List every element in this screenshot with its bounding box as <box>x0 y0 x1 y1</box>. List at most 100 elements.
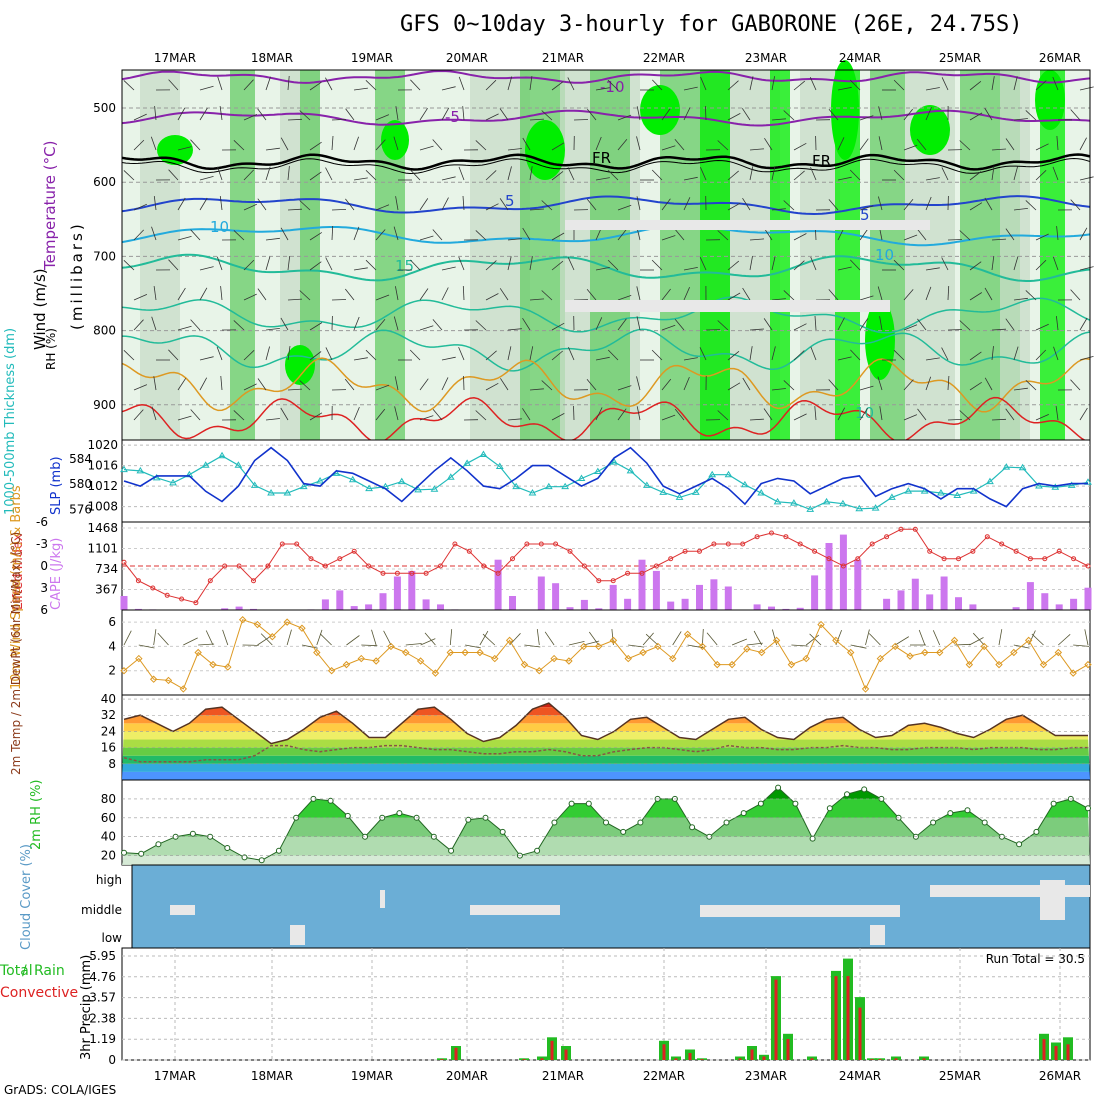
wind-point <box>505 636 514 645</box>
wind-barb <box>441 86 456 91</box>
rh-point <box>155 841 162 848</box>
wind-barb <box>1025 110 1037 121</box>
precip-tick: 3.57 <box>89 991 116 1005</box>
date-label-top: 24MAR <box>839 51 881 65</box>
wind-barb <box>485 350 497 361</box>
wind-barb <box>529 208 545 211</box>
li-point <box>581 563 587 569</box>
rh-point <box>275 847 282 854</box>
wind-barb <box>219 196 223 211</box>
wind-barb <box>331 135 334 151</box>
rh-point <box>327 797 334 804</box>
wind-barb <box>393 136 399 151</box>
wind-barb <box>903 324 918 331</box>
temp-contour <box>121 253 1091 282</box>
wind-barb <box>265 328 280 331</box>
wind-barb <box>432 139 443 151</box>
wind-barb <box>1013 297 1028 301</box>
thickness-tick: 584 <box>69 452 92 466</box>
wind-barb <box>150 136 157 151</box>
cloud-gap <box>1040 880 1065 920</box>
wind-barb <box>153 286 157 301</box>
thickness-point <box>414 485 422 493</box>
wind-barb <box>959 410 971 421</box>
li-point <box>251 578 256 584</box>
thickness-point <box>773 497 782 505</box>
precip-conv-bar <box>1054 1046 1058 1060</box>
temp-axis-label: 2m Temp / 2m DewPt (6hr Min/Max) (°C) <box>9 532 23 775</box>
rh-point <box>775 784 782 791</box>
wind-barb <box>859 318 869 331</box>
wind-barb-10m <box>731 638 748 646</box>
wind-barb <box>265 166 271 181</box>
wind-barb <box>1052 76 1059 91</box>
cape-bar <box>1041 593 1049 610</box>
wind-barb <box>365 80 377 91</box>
wind-tick: 4 <box>108 639 116 653</box>
temp-tick: 32 <box>101 708 116 722</box>
wind-point <box>817 620 825 629</box>
wind-barb <box>749 148 764 151</box>
wind-barb <box>917 408 927 421</box>
wind-point <box>253 620 262 629</box>
li-point <box>466 548 472 554</box>
date-label-bottom: 25MAR <box>939 1069 981 1083</box>
cape-bar <box>883 598 891 610</box>
temp-contour <box>121 224 1091 247</box>
cape-bar <box>235 606 243 610</box>
wind-point <box>965 660 974 669</box>
wind-barb <box>636 106 641 121</box>
wind-barb <box>683 267 698 271</box>
wind-barb <box>462 106 465 121</box>
wind-barb <box>190 139 201 151</box>
wind-barb <box>485 203 499 211</box>
wind-barb <box>375 229 386 241</box>
wind-barb <box>741 108 751 121</box>
wind-barb <box>959 230 971 241</box>
wind-point <box>135 654 143 663</box>
wind-barb <box>375 114 390 121</box>
wind-barb <box>717 410 729 421</box>
wind-barb <box>151 316 157 331</box>
precip-tick: 5.95 <box>89 949 116 963</box>
li-point <box>1013 548 1019 554</box>
wind-barb <box>410 79 421 91</box>
date-label-top: 18MAR <box>251 51 293 65</box>
date-label-bottom: 26MAR <box>1039 1069 1081 1083</box>
wind-barb <box>969 381 982 391</box>
li-point <box>884 534 890 540</box>
wind-barb <box>309 141 322 151</box>
date-label-top: 17MAR <box>154 51 196 65</box>
thickness-point <box>446 473 455 480</box>
rh-band <box>122 855 1090 865</box>
date-label-bottom: 23MAR <box>745 1069 787 1083</box>
wind-point <box>476 648 484 657</box>
thickness-point <box>218 451 226 459</box>
cloud-gap <box>700 905 900 917</box>
precip-conv-bar <box>846 976 850 1060</box>
wind-barb <box>419 198 429 211</box>
wind-barb-10m <box>319 633 332 646</box>
wind-barb <box>410 259 421 271</box>
thickness-point <box>397 477 406 485</box>
wind-barb <box>636 316 641 331</box>
precip-conv-bar <box>522 1059 526 1060</box>
li-tick: 6 <box>40 603 48 617</box>
wind-point <box>372 657 380 665</box>
thickness-point <box>1002 463 1011 470</box>
thickness-point <box>283 489 292 496</box>
li-point <box>826 556 832 562</box>
rh-blob <box>157 135 193 165</box>
wind-barb <box>1070 289 1081 301</box>
wind-barb <box>1013 256 1019 271</box>
wind-barb <box>123 350 135 361</box>
cloud-frame <box>131 864 1091 949</box>
wind-barb <box>636 286 641 301</box>
wind-barb <box>959 140 971 151</box>
wind-barb <box>177 236 192 241</box>
wind-barb <box>233 320 245 331</box>
panel-frame <box>121 609 1091 696</box>
cloud-tick: middle <box>81 903 122 917</box>
cape-bar <box>969 604 977 610</box>
wind-barb <box>1079 407 1088 421</box>
